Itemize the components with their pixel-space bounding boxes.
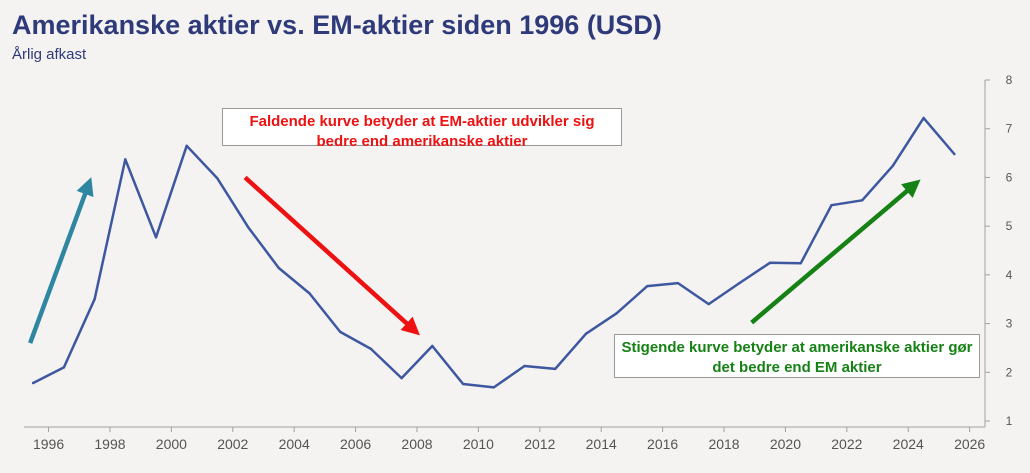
data-point (768, 261, 772, 264)
data-point (277, 266, 281, 270)
data-point (154, 236, 158, 239)
series-layer (31, 116, 956, 389)
x-tick-label: 2024 (893, 436, 924, 452)
x-tick-label: 2010 (463, 436, 494, 452)
data-point (369, 347, 373, 351)
y-tick-label: 7 (1006, 122, 1013, 136)
y-tick-label: 8 (1006, 73, 1013, 87)
trend-arrows (28, 175, 921, 344)
data-point (185, 144, 188, 147)
x-tick-label: 2004 (279, 436, 310, 452)
x-tick-label: 1996 (33, 436, 64, 452)
data-point (492, 386, 495, 389)
data-point (32, 381, 35, 385)
data-point (246, 225, 250, 229)
x-tick-label: 1998 (94, 436, 125, 452)
y-tick-label: 1 (1006, 414, 1013, 428)
chart-subtitle: Årlig afkast (12, 46, 87, 63)
data-point (124, 158, 127, 161)
data-point (461, 382, 465, 386)
data-point (738, 281, 741, 285)
x-tick-label: 2018 (708, 436, 739, 452)
x-tick-label: 2022 (831, 436, 862, 452)
data-point (308, 292, 311, 295)
green-trend-arrow (750, 179, 921, 325)
data-point (339, 330, 342, 334)
y-tick-label: 3 (1006, 317, 1013, 331)
data-point (676, 281, 680, 285)
axes: 1996 1998 2000 2002 2004 2006 2008 2010 2012 2014… (24, 73, 1013, 452)
data-point (216, 177, 219, 180)
data-point (707, 302, 710, 306)
data-point (646, 284, 649, 288)
y-tick-label: 2 (1006, 365, 1013, 379)
x-tick-label: 2020 (770, 436, 801, 452)
data-point (62, 366, 66, 369)
annotation-rising-curve: Stigende kurve betyder at amerikanske ak… (614, 334, 980, 378)
annotation-falling-curve: Faldende kurve betyder at EM-aktier udvi… (222, 108, 622, 150)
red-trend-arrow (243, 175, 420, 336)
x-tick-label: 2012 (524, 436, 555, 452)
teal-trend-arrow (28, 177, 94, 344)
data-point (922, 116, 925, 120)
y-tick-label: 5 (1006, 219, 1013, 233)
x-tick-label: 2016 (647, 436, 678, 452)
data-point (93, 298, 96, 301)
data-point (400, 376, 403, 380)
data-point (799, 261, 802, 265)
data-point (860, 199, 864, 202)
y-tick-label: 6 (1006, 170, 1013, 184)
chart-title: Amerikanske aktier vs. EM-aktier siden 1… (12, 10, 662, 40)
x-tick-label: 2014 (586, 436, 617, 452)
data-point (953, 152, 956, 156)
data-point (431, 344, 434, 348)
x-tick-label: 2026 (954, 436, 985, 452)
data-point (830, 203, 833, 207)
x-tick-label: 2008 (401, 436, 432, 452)
data-point (584, 332, 588, 336)
x-tick-label: 2002 (217, 436, 248, 452)
data-point (553, 367, 557, 371)
data-point (891, 164, 895, 167)
x-tick-label: 2006 (340, 436, 371, 452)
data-point (523, 364, 526, 368)
y-tick-label: 4 (1006, 268, 1013, 282)
x-tick-label: 2000 (156, 436, 187, 452)
data-point (615, 312, 618, 315)
